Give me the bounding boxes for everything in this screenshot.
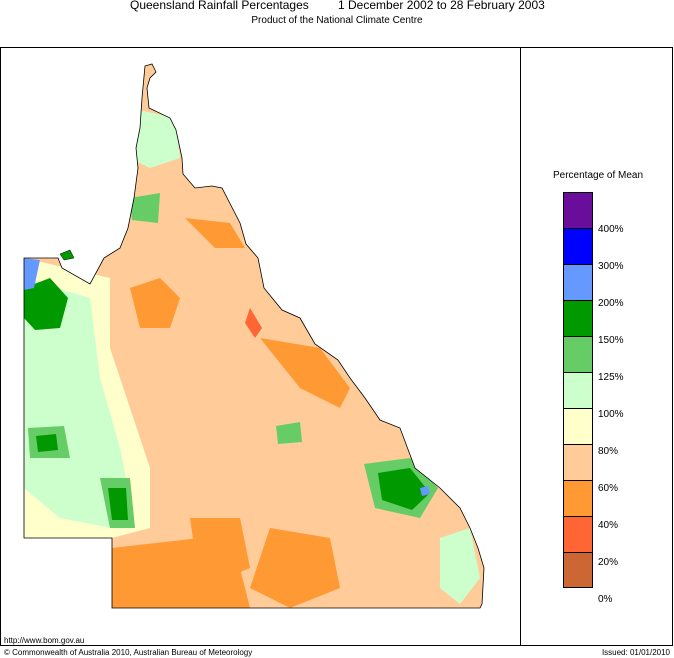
legend-label: 100% [598, 409, 624, 420]
region-40b [185, 218, 245, 248]
rainfall-map [23, 63, 485, 609]
legend-label: 20% [598, 557, 619, 568]
legend-label: 0% [598, 594, 613, 605]
region-gulf-green [24, 278, 68, 330]
legend-bin [563, 264, 593, 300]
title-text: Queensland Rainfall Percentages [130, 0, 309, 12]
map-fill [24, 64, 484, 608]
period-text: 1 December 2002 to 28 February 2003 [338, 0, 545, 12]
legend-bin [563, 552, 593, 588]
state-outline [23, 63, 485, 609]
region-gulf-blue [24, 258, 40, 290]
region-40e [190, 518, 250, 588]
legend-scale [563, 192, 593, 588]
legend-label: 300% [598, 261, 624, 272]
legend-bin [563, 408, 593, 444]
region-40a [130, 278, 180, 328]
legend-bin [563, 300, 593, 336]
footer-url: http://www.bom.gov.au [4, 636, 85, 645]
map-title: Queensland Rainfall Percentages 1 Decemb… [0, 0, 674, 12]
legend-label: 60% [598, 483, 619, 494]
region-300a [420, 486, 430, 496]
legend-bin [563, 372, 593, 408]
region-40c [260, 338, 350, 408]
subtitle: Product of the National Climate Centre [251, 15, 423, 26]
region-200c [36, 434, 58, 452]
legend-title: Percentage of Mean [553, 170, 644, 181]
region-125b [440, 528, 480, 604]
region-20a [245, 308, 262, 338]
region-200b [108, 488, 128, 520]
footer-issued: Issued: 01/01/2010 [601, 648, 670, 657]
legend-bin [563, 516, 593, 552]
legend-bin [563, 480, 593, 516]
legend-label: 80% [598, 446, 619, 457]
region-200a [378, 468, 430, 510]
legend-bin [563, 336, 593, 372]
island [59, 249, 75, 261]
legend-label: 40% [598, 520, 619, 531]
legend-label: 150% [598, 335, 624, 346]
region-150d [130, 193, 160, 223]
legend-label: 200% [598, 298, 624, 309]
legend-label: 400% [598, 224, 624, 235]
legend-label: 125% [598, 372, 624, 383]
legend-bin [563, 192, 593, 228]
legend-bin [563, 228, 593, 264]
region-150e [276, 422, 302, 444]
region-40f [250, 528, 340, 608]
region-cape [130, 108, 180, 168]
footer-copyright: © Commonwealth of Australia 2010, Austra… [4, 648, 253, 657]
region-125 [24, 278, 130, 528]
legend-bin [563, 444, 593, 480]
map-frame [0, 47, 673, 646]
frame-divider [520, 47, 521, 646]
